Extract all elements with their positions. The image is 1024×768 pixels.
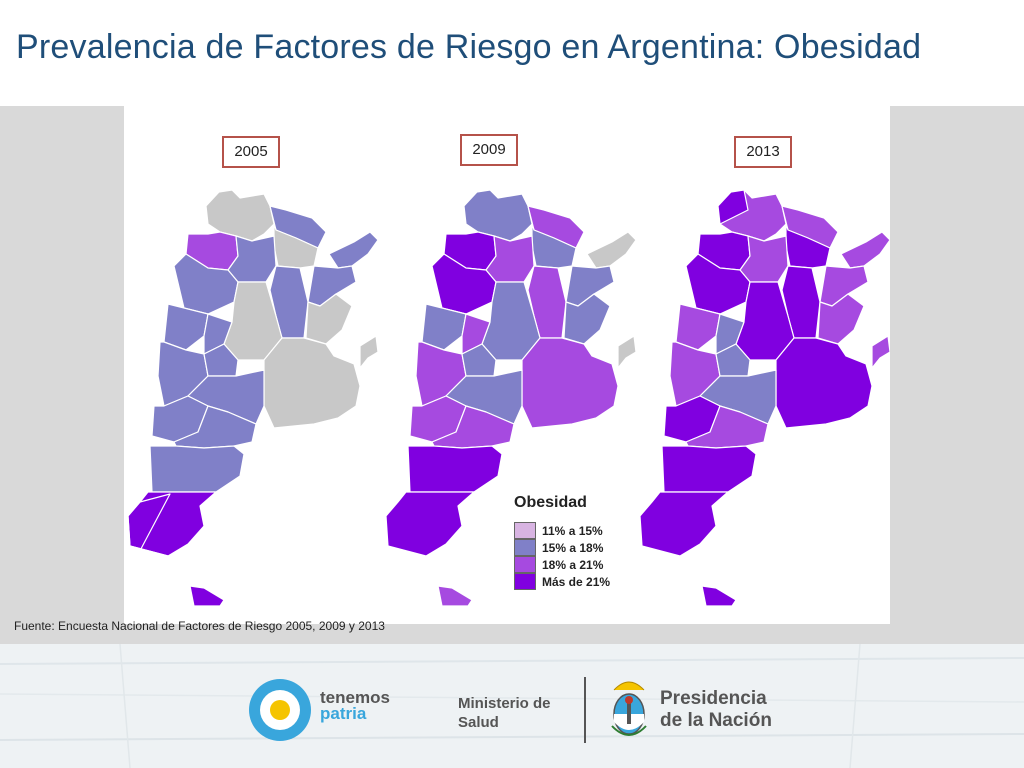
coat-of-arms-icon bbox=[611, 681, 647, 736]
ministerio-line: Ministerio de bbox=[458, 695, 551, 712]
legend-item: Más de 21% bbox=[514, 573, 610, 590]
east-coast-2009 bbox=[617, 335, 637, 369]
map-2005 bbox=[127, 189, 379, 607]
footer bbox=[0, 644, 1024, 768]
tenemos-patria-logo-icon bbox=[249, 679, 311, 741]
legend-label: Más de 21% bbox=[542, 574, 611, 589]
province-tierradelfuego-2009 bbox=[437, 585, 473, 607]
tenemos-patria-text: tenemos patria bbox=[320, 688, 390, 723]
legend-title: Obesidad bbox=[514, 494, 587, 511]
province-buenosaires-2009 bbox=[521, 337, 619, 429]
patria-line: patria bbox=[320, 704, 367, 723]
ministerio-salud-text: Ministerio de Salud bbox=[458, 694, 551, 732]
province-tucuman-small-2005 bbox=[127, 493, 187, 579]
legend-item: 11% a 15% bbox=[514, 522, 610, 539]
province-chubut-2009 bbox=[407, 445, 503, 493]
province-santacruz-2013 bbox=[639, 491, 729, 557]
east-coast-2013 bbox=[871, 335, 890, 369]
presidencia-text: Presidencia de la Nación bbox=[660, 688, 772, 732]
tenemos-line: tenemos bbox=[320, 688, 390, 707]
legend-swatch bbox=[514, 539, 536, 556]
maps-figure bbox=[127, 189, 890, 607]
map-2013 bbox=[639, 189, 890, 607]
east-coast-2005 bbox=[359, 335, 379, 369]
province-misiones-2013 bbox=[840, 231, 890, 269]
nacion-line: de la Nación bbox=[660, 710, 772, 731]
legend-label: 18% a 21% bbox=[542, 557, 604, 572]
legend-swatch bbox=[514, 556, 536, 573]
province-jujuy-north-2013 bbox=[717, 189, 749, 225]
province-tierradelfuego-2013 bbox=[701, 585, 737, 607]
map-2009 bbox=[385, 189, 637, 607]
legend: Obesidad 11% a 15% 15% a 18% 18% a 21% M… bbox=[514, 494, 610, 590]
salud-line: Salud bbox=[458, 714, 499, 731]
province-santacruz-2009 bbox=[385, 491, 475, 557]
year-label-2013: 2013 bbox=[734, 136, 792, 168]
province-tierradelfuego-2005 bbox=[189, 585, 225, 607]
slide-title: Prevalencia de Factores de Riesgo en Arg… bbox=[16, 28, 922, 66]
footer-divider bbox=[584, 677, 586, 743]
maps-panel: 2005 2009 2013 Obesidad 11% a 15% 15% a … bbox=[124, 106, 890, 624]
province-buenosaires-2005 bbox=[263, 337, 361, 429]
legend-item: 18% a 21% bbox=[514, 556, 610, 573]
presidencia-line: Presidencia bbox=[660, 688, 767, 709]
province-chubut-2005 bbox=[149, 445, 245, 493]
legend-item: 15% a 18% bbox=[514, 539, 610, 556]
province-chubut-2013 bbox=[661, 445, 757, 493]
legend-label: 11% a 15% bbox=[542, 523, 603, 538]
year-label-2009: 2009 bbox=[460, 134, 518, 166]
province-misiones-2005 bbox=[328, 231, 379, 269]
province-misiones-2009 bbox=[586, 231, 637, 269]
legend-swatch bbox=[514, 522, 536, 539]
province-buenosaires-2013 bbox=[775, 337, 873, 429]
footer-texture bbox=[0, 644, 1024, 768]
legend-swatch bbox=[514, 573, 536, 590]
source-note: Fuente: Encuesta Nacional de Factores de… bbox=[14, 619, 385, 633]
legend-label: 15% a 18% bbox=[542, 540, 604, 555]
year-label-2005: 2005 bbox=[222, 136, 280, 168]
